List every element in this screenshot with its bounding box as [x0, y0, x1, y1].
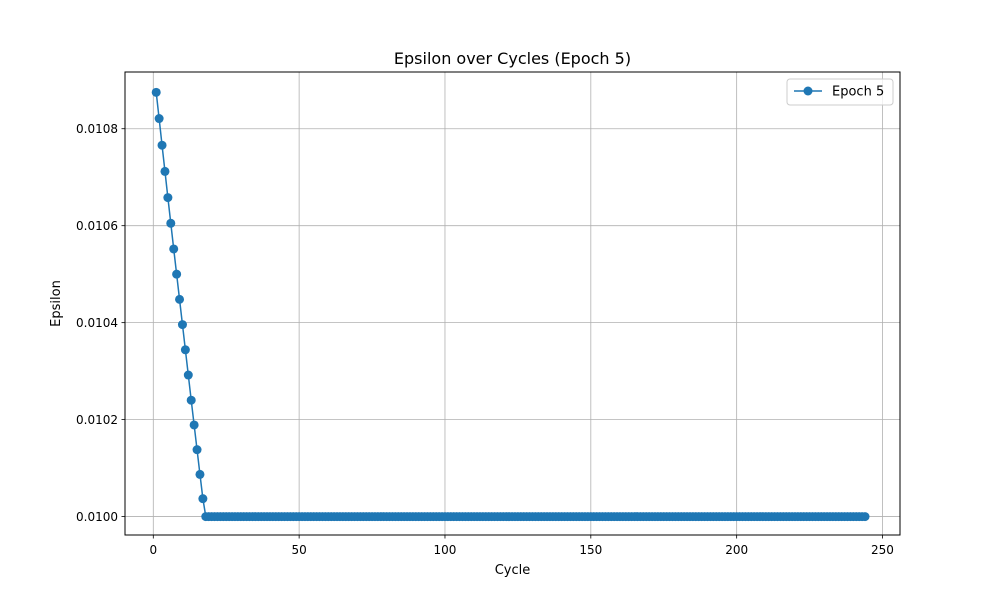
legend-label: Epoch 5: [832, 85, 884, 100]
chart-title: Epsilon over Cycles (Epoch 5): [394, 49, 631, 68]
data-point: [175, 294, 185, 304]
x-tick-label: 50: [291, 543, 306, 557]
series-layer: [151, 87, 870, 522]
x-axis-label: Cycle: [495, 563, 531, 578]
legend-marker: [803, 86, 813, 96]
legend: Epoch 5: [786, 78, 894, 106]
legend-box: [786, 78, 894, 106]
x-tick-label: 150: [579, 543, 602, 557]
y-tick-label: 0.0102: [76, 413, 118, 427]
data-point: [172, 269, 182, 279]
data-point: [160, 166, 170, 176]
y-tick-label: 0.0100: [76, 510, 118, 524]
data-point: [154, 114, 164, 124]
data-point: [186, 395, 196, 405]
data-point: [177, 320, 187, 330]
x-tick-label: 100: [434, 543, 457, 557]
y-tick-label: 0.0108: [76, 122, 118, 136]
plot-frame: [124, 71, 901, 536]
data-point: [189, 420, 199, 430]
data-point: [192, 445, 202, 455]
data-point: [180, 345, 190, 355]
y-axis: 0.0100 0.0102 0.0104 0.0106 0.0108: [76, 122, 125, 524]
data-point: [169, 244, 179, 254]
x-tick-label: 250: [871, 543, 894, 557]
data-point: [195, 469, 205, 479]
y-tick-label: 0.0104: [76, 316, 118, 330]
x-tick-label: 0: [149, 543, 157, 557]
data-point: [157, 140, 167, 150]
data-point: [151, 87, 161, 97]
data-point: [166, 218, 176, 228]
y-axis-label: Epsilon: [49, 280, 64, 327]
x-axis: 0 50 100 150 200 250: [149, 535, 894, 557]
data-point: [198, 494, 208, 504]
data-point: [860, 512, 870, 522]
y-tick-label: 0.0106: [76, 219, 118, 233]
data-point: [163, 193, 173, 203]
x-tick-label: 200: [725, 543, 748, 557]
data-point: [183, 370, 193, 380]
